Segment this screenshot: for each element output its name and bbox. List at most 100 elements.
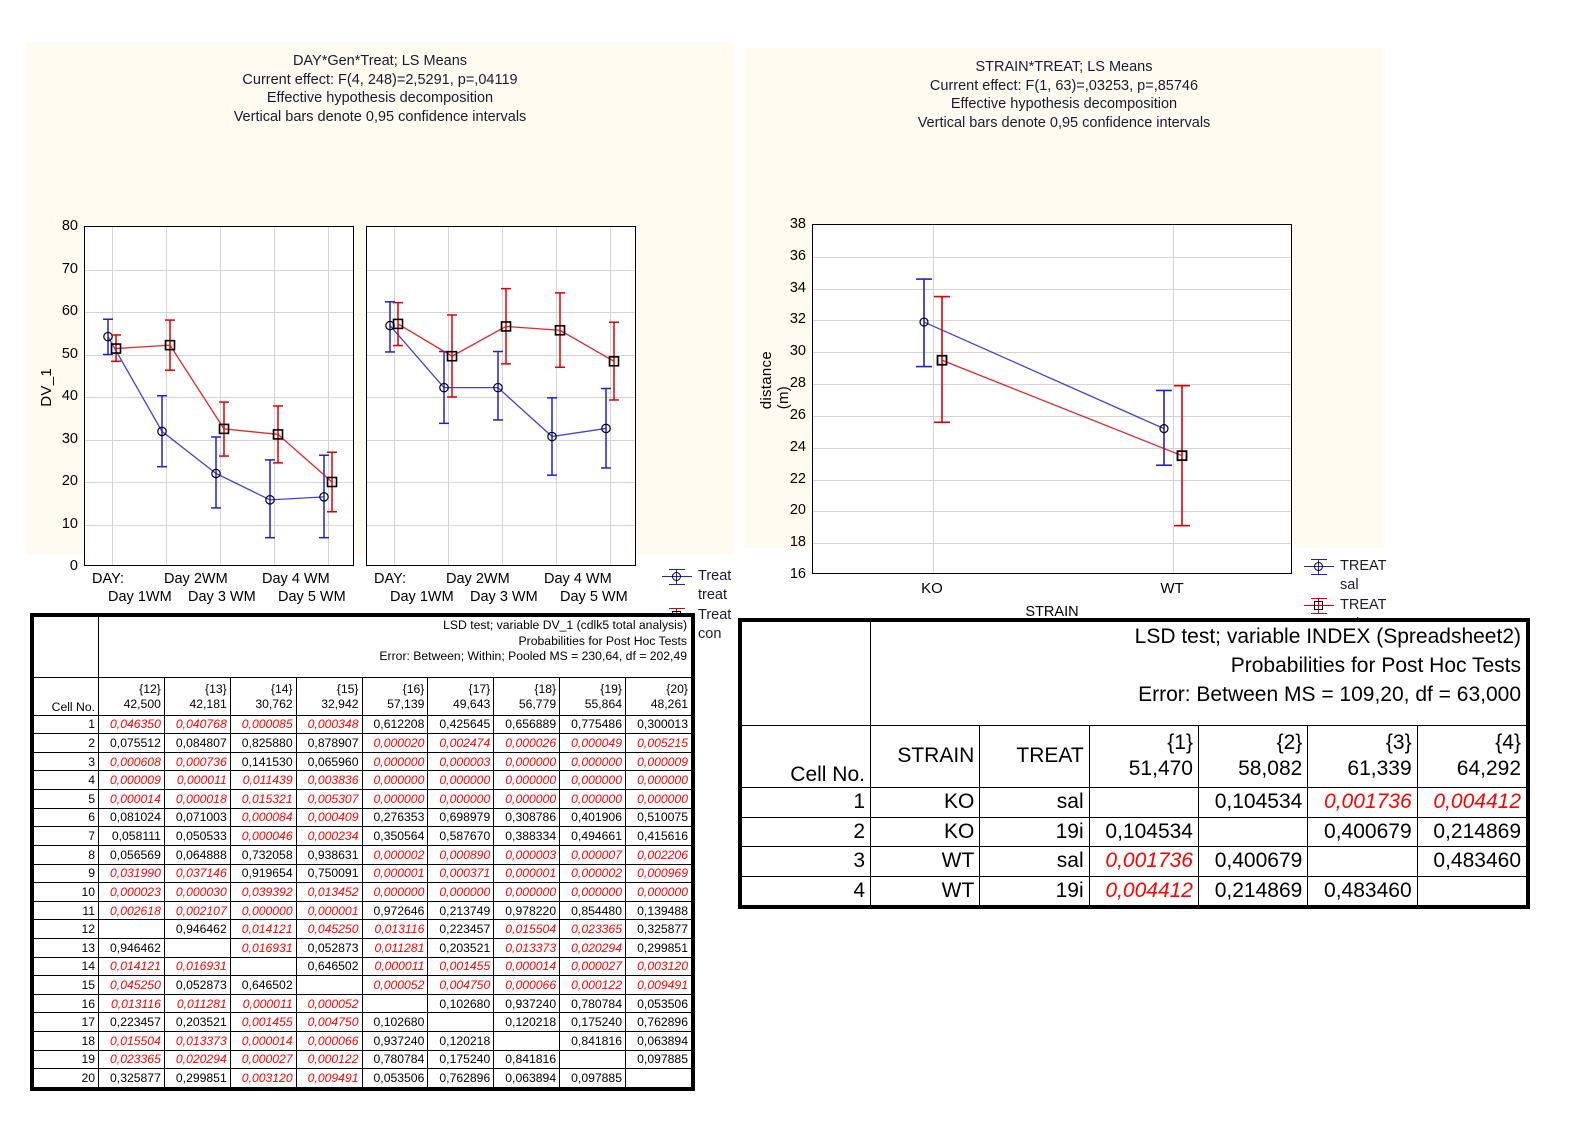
p-value-cell	[1197, 816, 1309, 848]
error-bar	[219, 401, 229, 457]
p-value-cell: 0,000000	[361, 789, 429, 809]
gridline-vertical	[394, 227, 395, 565]
strain-value-cell: WT	[869, 875, 981, 906]
p-value-cell: 0,000000	[427, 770, 495, 791]
row-cell-number: 1	[741, 787, 871, 818]
column-mean: 48,261	[650, 696, 688, 711]
chart-day-gen-treat: DAY*Gen*Treat; LS Means Current effect: …	[26, 42, 734, 642]
p-value-cell: 0,023365	[559, 919, 626, 939]
p-value-cell: 0,001736	[1088, 846, 1199, 877]
column-tag: {19}	[600, 682, 622, 697]
data-point-marker	[110, 343, 122, 354]
row-cell-number: 4	[741, 875, 871, 906]
column-header-4: {4} 64,292	[1416, 724, 1528, 789]
legend-entry[interactable]: Treat	[662, 568, 731, 585]
row-cell-number: 17	[33, 1012, 99, 1032]
x-label: Day 3 WM	[188, 589, 256, 605]
p-value-cell: 0,058111	[98, 826, 165, 846]
x-label: Day 1WM	[108, 589, 172, 605]
x-axis-title: STRAIN	[1025, 604, 1079, 620]
p-value-cell: 0,841816	[493, 1049, 561, 1070]
p-value-cell: 0,045250	[295, 919, 363, 939]
cell-no-header: Cell No.	[741, 724, 871, 789]
p-value-cell: 0,053506	[625, 993, 692, 1014]
row-cell-number: 12	[33, 919, 99, 939]
p-value-cell: 0,001455	[229, 1012, 297, 1032]
x-label: Day 2WM	[446, 571, 510, 587]
x-axis-labels-row2: Day 1WM Day 3 WM Day 5 WM	[374, 589, 644, 607]
gridline-vertical	[933, 225, 934, 573]
x-label: Day 1WM	[390, 589, 454, 605]
caption-line-3: Error: Between; Within; Pooled MS = 230,…	[379, 649, 687, 663]
column-mean: 30,762	[255, 696, 293, 711]
column-header-6: {17} 49,643	[427, 677, 495, 716]
p-value-cell: 0,175240	[427, 1049, 495, 1070]
p-value-cell: 0,000002	[559, 863, 626, 884]
p-value-cell	[493, 1031, 561, 1051]
gridline-horizontal	[813, 288, 1291, 290]
p-value-cell: 0,000049	[559, 733, 626, 753]
p-value-cell: 0,494661	[559, 826, 626, 846]
column-header-8: {19} 55,864	[559, 677, 626, 716]
error-bar	[273, 405, 283, 464]
legend-entry[interactable]: TREAT	[1304, 558, 1386, 575]
strain-value-cell: KO	[869, 787, 981, 818]
p-value-cell	[295, 975, 363, 995]
p-value-cell: 0,299851	[163, 1068, 231, 1088]
chart-subtitle-decomposition: Effective hypothesis decomposition	[950, 96, 1178, 112]
lsd-test-table-dv1: LSD test; variable DV_1 (cdlk5 total ana…	[30, 613, 695, 1091]
p-value-cell: 0,000890	[427, 844, 495, 865]
gridline-vertical	[610, 227, 611, 565]
corner-blank-cell	[741, 621, 871, 726]
treat-value-cell: 19i	[979, 816, 1090, 848]
p-value-cell: 0,000000	[493, 882, 561, 902]
lsd-test-table-index: LSD test; variable INDEX (Spreadsheet2) P…	[738, 618, 1530, 909]
p-value-cell: 0,040768	[163, 714, 231, 735]
gridline-horizontal	[85, 482, 353, 483]
p-value-cell: 0,780784	[559, 993, 626, 1014]
p-value-cell: 0,020294	[559, 937, 626, 958]
column-tag: {20}	[666, 682, 688, 697]
p-value-cell: 0,001455	[427, 956, 495, 977]
p-value-cell: 0,276353	[361, 807, 429, 828]
data-point-marker	[211, 468, 221, 479]
p-value-cell: 0,000027	[229, 1049, 297, 1070]
p-value-cell: 0,388334	[493, 826, 561, 846]
row-cell-number: 20	[33, 1068, 99, 1088]
p-value-cell: 0,000001	[295, 900, 363, 921]
gridline-horizontal	[85, 354, 353, 356]
p-value-cell: 0,203521	[163, 1012, 231, 1032]
strain-value-cell: WT	[869, 846, 981, 877]
p-value-cell: 0,120218	[493, 1012, 561, 1032]
error-bar	[157, 394, 167, 468]
y-tick-label: 38	[789, 216, 806, 232]
legend-entry[interactable]: TREAT	[1304, 597, 1386, 614]
p-value-cell: 0,053506	[361, 1068, 429, 1088]
data-point-marker	[439, 382, 449, 393]
p-value-cell: 0,483460	[1416, 846, 1528, 877]
p-value-cell: 0,946462	[98, 937, 165, 958]
row-cell-number: 6	[33, 807, 99, 828]
error-bar	[1174, 384, 1190, 527]
p-value-cell: 0,000009	[625, 751, 692, 772]
p-value-cell: 0,000014	[229, 1031, 297, 1051]
p-value-cell: 0,000000	[625, 770, 692, 791]
post-hoc-probability-table: LSD test; variable DV_1 (cdlk5 total ana…	[33, 615, 692, 1088]
p-value-cell: 0,946462	[163, 919, 231, 939]
p-value-cell: 0,000122	[559, 975, 626, 995]
p-value-cell: 0,000084	[229, 807, 297, 828]
p-value-cell: 0,037146	[163, 863, 231, 884]
column-header-7: {18} 56,779	[493, 677, 561, 716]
p-value-cell: 0,071003	[163, 807, 231, 828]
error-bar	[916, 278, 932, 368]
p-value-cell: 0,009491	[295, 1068, 363, 1088]
p-value-cell: 0,005307	[295, 789, 363, 809]
error-bar	[211, 436, 221, 509]
column-mean: 32,942	[321, 696, 359, 711]
row-cell-number: 19	[33, 1049, 99, 1070]
table-row: 14 0,014121 0,016931 0,646502 0,000011 0,0014…	[33, 956, 692, 977]
p-value-cell: 0,045250	[98, 975, 165, 995]
p-value-cell: 0,000000	[427, 789, 495, 809]
p-value-cell: 0,000000	[493, 751, 561, 772]
table-row: 10 0,000023 0,000030 0,039392 0,013452 0,0000…	[33, 882, 692, 902]
